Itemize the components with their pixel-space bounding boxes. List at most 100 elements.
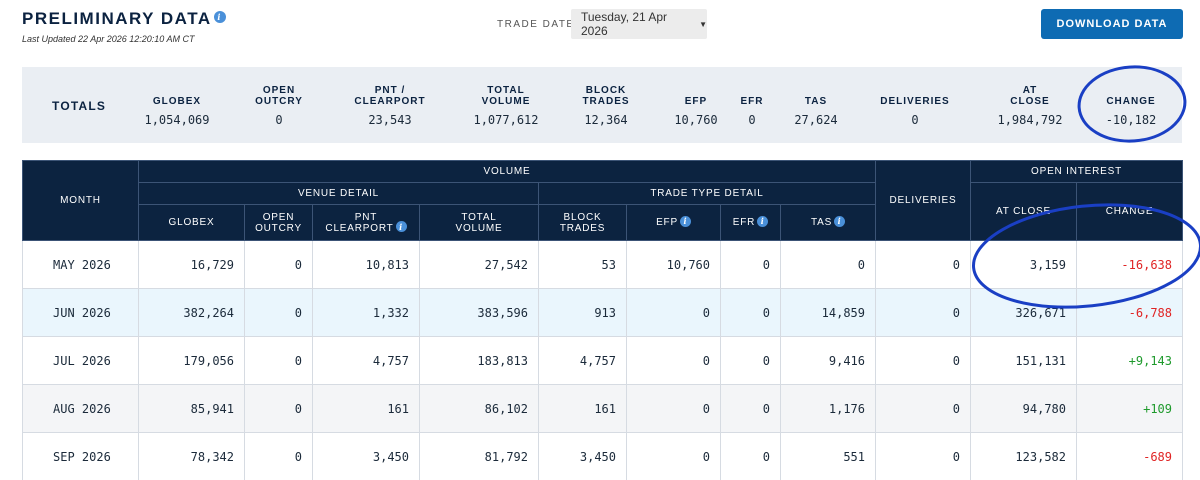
cell-open-outcry: 0 <box>244 336 313 385</box>
trade-date-select[interactable]: Tuesday, 21 Apr 2026 ▼ <box>571 9 707 39</box>
cell-tas: 14,859 <box>780 288 876 337</box>
cell-total-volume: 27,542 <box>419 240 539 289</box>
info-icon[interactable]: i <box>679 215 691 227</box>
cell-deliveries: 0 <box>875 240 971 289</box>
cell-change: -16,638 <box>1076 240 1183 289</box>
cell-block-trades: 913 <box>538 288 627 337</box>
cell-total-volume: 86,102 <box>419 384 539 433</box>
col-block-trades: BLOCK TRADES <box>538 204 627 241</box>
volume-table: MONTH VOLUME DELIVERIES OPEN INTEREST VE… <box>22 160 1183 480</box>
cell-efr: 0 <box>720 240 781 289</box>
totals-col: DELIVERIES 0 <box>860 67 970 143</box>
col-total-volume-line1: TOTAL <box>461 211 497 223</box>
col-open-outcry-line1: OPEN <box>262 211 295 223</box>
cell-globex: 382,264 <box>138 288 245 337</box>
cell-pnt-clearport: 3,450 <box>312 432 420 480</box>
cell-pnt-clearport: 161 <box>312 384 420 433</box>
col-tas-label: TAS <box>810 217 833 228</box>
totals-col-value: 27,624 <box>794 113 838 127</box>
group-venue-detail: VENUE DETAIL <box>138 182 539 205</box>
col-efp-label: EFP <box>656 217 678 228</box>
totals-col-value: 1,077,612 <box>473 113 539 127</box>
cell-pnt-clearport: 1,332 <box>312 288 420 337</box>
cell-month: JUL 2026 <box>22 336 139 385</box>
cell-efp: 0 <box>626 336 721 385</box>
cell-efr: 0 <box>720 288 781 337</box>
cell-at-close: 123,582 <box>970 432 1077 480</box>
info-icon[interactable]: i <box>395 221 407 233</box>
info-icon[interactable]: i <box>834 215 846 227</box>
group-volume: VOLUME <box>138 160 876 183</box>
col-block-trades-line1: BLOCK <box>563 211 602 223</box>
totals-col-value: 0 <box>275 113 283 127</box>
cell-tas: 0 <box>780 240 876 289</box>
col-at-close: AT CLOSE <box>970 182 1077 241</box>
cell-globex: 179,056 <box>138 336 245 385</box>
cell-at-close: 3,159 <box>970 240 1077 289</box>
page-title: PRELIMINARY DATA i <box>22 9 226 29</box>
cell-efr: 0 <box>720 336 781 385</box>
cell-change: -6,788 <box>1076 288 1183 337</box>
info-icon[interactable]: i <box>213 10 226 23</box>
totals-col-value: 12,364 <box>584 113 628 127</box>
totals-col-value: 23,543 <box>368 113 412 127</box>
totals-col-header: OPEN OUTCRY <box>255 85 303 107</box>
totals-col: BLOCK TRADES 12,364 <box>551 67 661 143</box>
col-pnt-clearport: PNT CLEARPORT i <box>312 204 420 241</box>
cell-open-outcry: 0 <box>244 384 313 433</box>
col-block-trades-line2: TRADES <box>559 222 606 234</box>
totals-panel: TOTALS GLOBEX 1,054,069 OPEN OUTCRY 0 PNT / … <box>22 67 1182 143</box>
totals-col: PNT / CLEARPORT 23,543 <box>335 67 445 143</box>
cell-open-outcry: 0 <box>244 432 313 480</box>
download-data-button[interactable]: DOWNLOAD DATA <box>1041 9 1183 39</box>
totals-col-header: TAS <box>804 96 828 107</box>
trade-date-value: Tuesday, 21 Apr 2026 <box>581 10 668 38</box>
totals-col-value: 0 <box>748 113 756 127</box>
totals-col: TAS 27,624 <box>761 67 871 143</box>
cell-change: -689 <box>1076 432 1183 480</box>
cell-efr: 0 <box>720 384 781 433</box>
totals-col-value: 1,054,069 <box>144 113 210 127</box>
info-icon[interactable]: i <box>757 215 769 227</box>
cell-globex: 78,342 <box>138 432 245 480</box>
cell-efp: 0 <box>626 288 721 337</box>
cell-globex: 16,729 <box>138 240 245 289</box>
totals-col-header: PNT / CLEARPORT <box>354 85 426 107</box>
table-row: JUL 2026 179,056 0 4,757 183,813 4,757 0 0 9,416… <box>22 336 1183 385</box>
page-title-text: PRELIMINARY DATA <box>22 9 212 28</box>
cell-total-volume: 183,813 <box>419 336 539 385</box>
col-efr: EFR i <box>720 204 781 241</box>
cell-pnt-clearport: 10,813 <box>312 240 420 289</box>
col-total-volume: TOTAL VOLUME <box>419 204 539 241</box>
totals-col-header: EFP <box>684 96 708 107</box>
cell-at-close: 94,780 <box>970 384 1077 433</box>
table-row: MAY 2026 16,729 0 10,813 27,542 53 10,760 0 0 0 3,… <box>22 240 1183 289</box>
cell-month: MAY 2026 <box>22 240 139 289</box>
col-tas: TAS i <box>780 204 876 241</box>
cell-at-close: 326,671 <box>970 288 1077 337</box>
cell-globex: 85,941 <box>138 384 245 433</box>
cell-block-trades: 53 <box>538 240 627 289</box>
totals-col: CHANGE -10,182 <box>1076 67 1186 143</box>
cell-deliveries: 0 <box>875 432 971 480</box>
col-efp: EFP i <box>626 204 721 241</box>
cell-efp: 10,760 <box>626 240 721 289</box>
totals-col-value: 10,760 <box>674 113 718 127</box>
col-open-outcry: OPEN OUTCRY <box>244 204 313 241</box>
cell-deliveries: 0 <box>875 288 971 337</box>
cell-tas: 551 <box>780 432 876 480</box>
totals-col-value: 0 <box>911 113 919 127</box>
cell-month: JUN 2026 <box>22 288 139 337</box>
cell-tas: 1,176 <box>780 384 876 433</box>
totals-col-header: CHANGE <box>1106 96 1156 107</box>
cell-block-trades: 3,450 <box>538 432 627 480</box>
cell-change: +9,143 <box>1076 336 1183 385</box>
col-pnt-line2: CLEARPORT <box>325 222 394 234</box>
cell-open-outcry: 0 <box>244 240 313 289</box>
cell-efr: 0 <box>720 432 781 480</box>
cell-deliveries: 0 <box>875 336 971 385</box>
totals-col-header: DELIVERIES <box>880 96 950 107</box>
col-month: MONTH <box>22 160 139 241</box>
group-trade-type-detail: TRADE TYPE DETAIL <box>538 182 876 205</box>
totals-col-header: GLOBEX <box>152 96 202 107</box>
